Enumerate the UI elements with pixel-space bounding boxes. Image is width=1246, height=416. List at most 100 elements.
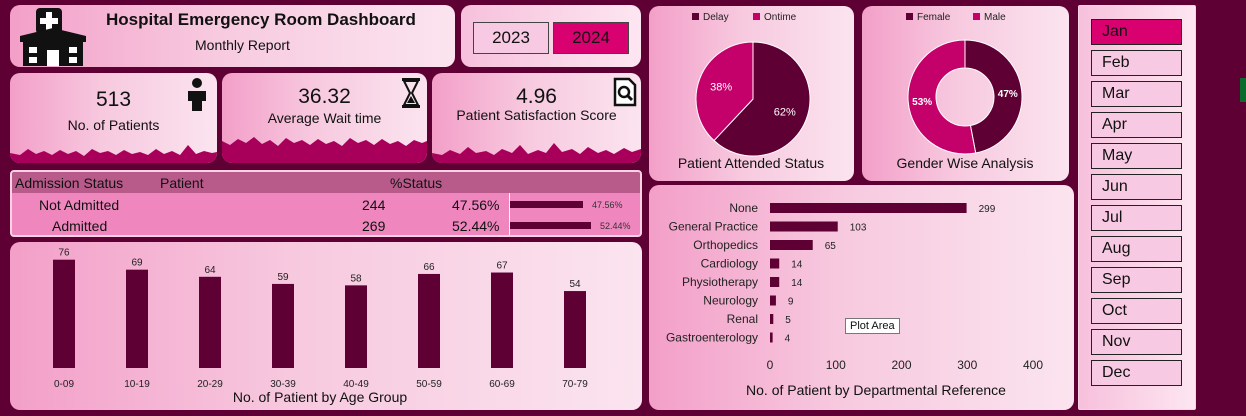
age-bar xyxy=(418,273,440,368)
row-status: Not Admitted xyxy=(39,197,120,213)
month-button-oct[interactable]: Oct xyxy=(1091,298,1182,324)
dept-category-label: Neurology xyxy=(703,294,758,308)
age-tick-label: 70-79 xyxy=(562,379,588,390)
age-group-bar-chart: 76 0-09 69 10-19 64 20-29 59 30-39 58 40-49 66 50-5… xyxy=(53,248,588,405)
person-icon xyxy=(188,78,206,111)
year-button-2023[interactable]: 2023 xyxy=(473,22,549,54)
dept-bar-label: 5 xyxy=(785,315,791,326)
kpi-wait-time-label: Average Wait time xyxy=(267,110,382,126)
admission-status-table: Admission Status Patient %Status Not Adm… xyxy=(10,170,642,237)
month-button-apr[interactable]: Apr xyxy=(1091,112,1182,138)
edge-marker xyxy=(1240,78,1246,102)
databar-divider xyxy=(509,193,510,235)
age-tick-label: 10-19 xyxy=(124,379,150,390)
dept-bar xyxy=(770,332,773,343)
header-status: %Status xyxy=(390,175,443,191)
dept-category-label: Gastroenterology xyxy=(666,331,758,345)
kpi-satisfaction-label: Patient Satisfaction Score xyxy=(456,107,617,123)
age-tick-label: 30-39 xyxy=(270,379,296,390)
age-tick-label: 0-09 xyxy=(54,379,74,390)
age-tick-label: 40-49 xyxy=(343,379,369,390)
month-button-jan[interactable]: Jan xyxy=(1091,19,1182,45)
dept-x-tick-label: 400 xyxy=(1023,358,1043,372)
kpi-satisfaction-value: 4.96 xyxy=(516,85,557,108)
month-button-may[interactable]: May xyxy=(1091,143,1182,169)
age-chart-title: No. of Patient by Age Group xyxy=(233,389,408,405)
gender-donut-chart: Female Male 47% 53% Gender Wise Analysis xyxy=(897,12,1034,171)
gender-analysis-panel: Female Male 47% 53% Gender Wise Analysis xyxy=(862,6,1069,181)
dept-x-tick-label: 100 xyxy=(826,358,846,372)
pie-slice-label: 38% xyxy=(710,81,732,93)
dashboard-subtitle: Monthly Report xyxy=(195,37,290,53)
year-button-2024[interactable]: 2024 xyxy=(553,22,629,54)
month-button-sep[interactable]: Sep xyxy=(1091,267,1182,293)
kpi-satisfaction-card: 4.96 Patient Satisfaction Score xyxy=(432,73,641,163)
attended-status-pie-chart: Delay Ontime 62% 38% Patient Attended Status xyxy=(678,12,824,171)
dept-bar-label: 9 xyxy=(788,297,794,308)
row-status: Admitted xyxy=(52,218,108,234)
age-bar-label: 69 xyxy=(131,258,143,269)
age-bar-label: 58 xyxy=(350,273,362,284)
age-bar xyxy=(272,283,294,368)
age-bar xyxy=(564,291,586,368)
month-slicer: Jan Feb Mar Apr May Jun Jul Aug Sep Oct Nov Dec xyxy=(1078,5,1196,410)
age-bar-label: 54 xyxy=(569,279,581,290)
dept-bar xyxy=(770,203,967,213)
month-button-aug[interactable]: Aug xyxy=(1091,236,1182,262)
age-bar-label: 66 xyxy=(423,262,435,273)
dept-category-label: Orthopedics xyxy=(693,238,758,252)
row-databar xyxy=(509,222,591,229)
kpi-patients-sparkline xyxy=(10,145,217,163)
header-patient: Patient xyxy=(160,175,204,191)
donut-slice xyxy=(964,39,1023,154)
row-databar-label: 47.56% xyxy=(592,200,623,210)
month-button-jun[interactable]: Jun xyxy=(1091,174,1182,200)
pie-slice-label: 62% xyxy=(774,107,796,119)
dept-bar-label: 103 xyxy=(850,223,867,234)
pie-slice xyxy=(695,41,754,142)
header-panel: Hospital Emergency Room Dashboard Monthl… xyxy=(10,5,455,67)
dept-category-label: Renal xyxy=(727,312,758,326)
age-tick-label: 20-29 xyxy=(197,379,223,390)
dept-category-label: General Practice xyxy=(669,220,759,234)
dept-bar-label: 14 xyxy=(791,260,803,271)
pie-chart-title: Patient Attended Status xyxy=(678,155,824,171)
month-button-feb[interactable]: Feb xyxy=(1091,50,1182,76)
dept-x-tick-label: 0 xyxy=(767,358,774,372)
hourglass-icon xyxy=(402,78,420,108)
month-button-jul[interactable]: Jul xyxy=(1091,205,1182,231)
dept-category-label: None xyxy=(729,201,758,215)
dept-x-tick-label: 200 xyxy=(891,358,911,372)
legend-swatch xyxy=(973,13,980,20)
age-group-chart-panel: 76 0-09 69 10-19 64 20-29 59 30-39 58 40-49 66 50-5… xyxy=(10,242,642,410)
pie-slice xyxy=(713,41,811,157)
month-button-dec[interactable]: Dec xyxy=(1091,360,1182,386)
legend-label: Male xyxy=(984,12,1006,23)
header-admission-status: Admission Status xyxy=(15,175,124,191)
age-bar xyxy=(345,285,367,368)
plot-area-tooltip: Plot Area xyxy=(845,318,900,334)
dept-bar xyxy=(770,258,780,269)
dept-bar xyxy=(770,295,776,306)
age-bar-label: 67 xyxy=(496,261,508,272)
row-patients: 244 xyxy=(362,197,386,213)
kpi-wait-time-sparkline xyxy=(222,137,427,163)
dashboard-title: Hospital Emergency Room Dashboard xyxy=(106,10,416,29)
age-bar xyxy=(53,259,75,368)
age-bar-label: 59 xyxy=(277,272,289,283)
dept-bar xyxy=(770,314,774,324)
department-chart-panel: None 299 General Practice 103 Orthopedics 65 C… xyxy=(649,185,1074,410)
kpi-satisfaction-sparkline xyxy=(432,143,641,163)
table-row: Admitted 269 52.44% 52.44% xyxy=(12,216,640,235)
document-search-icon xyxy=(613,77,637,107)
dept-category-label: Physiotherapy xyxy=(682,275,758,289)
month-button-mar[interactable]: Mar xyxy=(1091,81,1182,107)
row-databar-label: 52.44% xyxy=(600,221,631,231)
dept-bar xyxy=(770,221,838,232)
donut-slice xyxy=(907,39,977,155)
row-patients: 269 xyxy=(362,218,386,234)
dept-bar xyxy=(770,277,780,287)
month-button-nov[interactable]: Nov xyxy=(1091,329,1182,355)
donut-slice-label: 53% xyxy=(912,97,932,108)
attended-status-panel: Delay Ontime 62% 38% Patient Attended Status xyxy=(649,6,854,181)
